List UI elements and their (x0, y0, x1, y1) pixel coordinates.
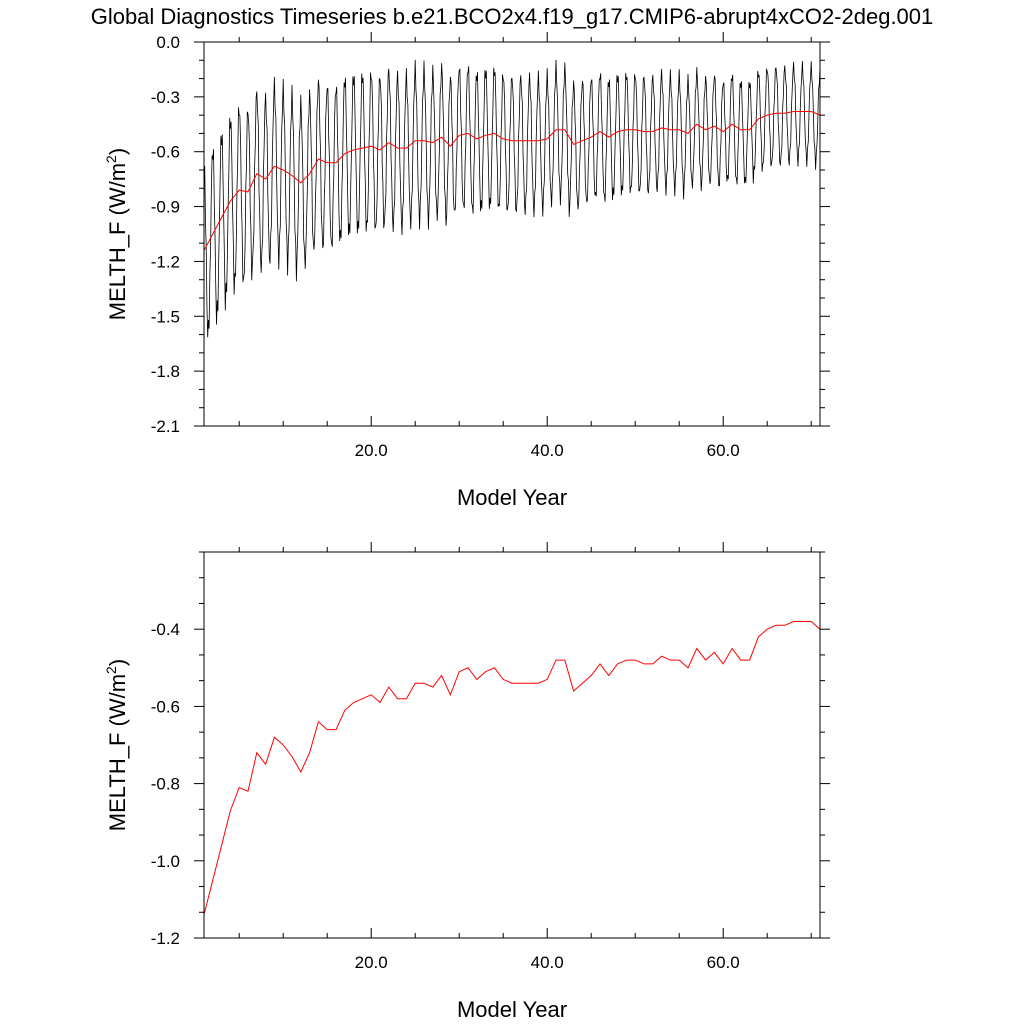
y-tick-label: -2.1 (151, 417, 180, 436)
y-tick-label: -1.8 (151, 362, 180, 381)
x-tick-label: 40.0 (531, 953, 564, 972)
y-axis-label-superscript: 2 (103, 666, 119, 674)
y-axis-label-main: MELTH_F (W/m (105, 163, 130, 320)
plot-frame (203, 41, 821, 427)
y-tick-label: -1.5 (151, 307, 180, 326)
y-tick-label: -1.2 (151, 929, 180, 948)
y-axis-label-close: ) (105, 659, 130, 666)
y-tick-label: -1.2 (151, 252, 180, 271)
y-tick-label: -1.0 (151, 852, 180, 871)
y-axis-label: MELTH_F (W/m2) (103, 148, 130, 320)
x-tick-label: 20.0 (355, 441, 388, 460)
y-tick-label: -0.4 (151, 620, 180, 639)
y-axis-label-main: MELTH_F (W/m (105, 674, 130, 831)
y-tick-label: -0.9 (151, 198, 180, 217)
y-tick-label: -0.6 (151, 697, 180, 716)
x-tick-label: 40.0 (531, 441, 564, 460)
series-annual-mean-line (204, 111, 820, 251)
y-axis-label-superscript: 2 (103, 155, 119, 163)
x-tick-label: 60.0 (707, 953, 740, 972)
x-tick-label: 20.0 (355, 953, 388, 972)
y-tick-label: -0.8 (151, 775, 180, 794)
y-axis-label: MELTH_F (W/m2) (103, 659, 130, 831)
top-panel: 20.0 40.0 60.0 0.0 -0.3 -0.6 -0.9 -1.2 -1.5 -1.8 -… (103, 32, 830, 510)
plot-frame (203, 551, 821, 939)
y-axis-label-close: ) (105, 148, 130, 155)
x-axis-label: Model Year (457, 485, 567, 510)
bottom-panel: 20.0 40.0 60.0 -0.4 -0.6 -0.8 -1.0 -1.2 Model Ye… (103, 542, 830, 1022)
figure-title: Global Diagnostics Timeseries b.e21.BCO2… (91, 4, 934, 29)
series-monthly-line (204, 59, 820, 344)
series-annual-mean-line (204, 621, 820, 915)
y-tick-label: -0.3 (151, 88, 180, 107)
x-axis-label: Model Year (457, 997, 567, 1022)
y-tick-label: 0.0 (156, 33, 180, 52)
y-tick-label: -0.6 (151, 143, 180, 162)
x-tick-label: 60.0 (707, 441, 740, 460)
